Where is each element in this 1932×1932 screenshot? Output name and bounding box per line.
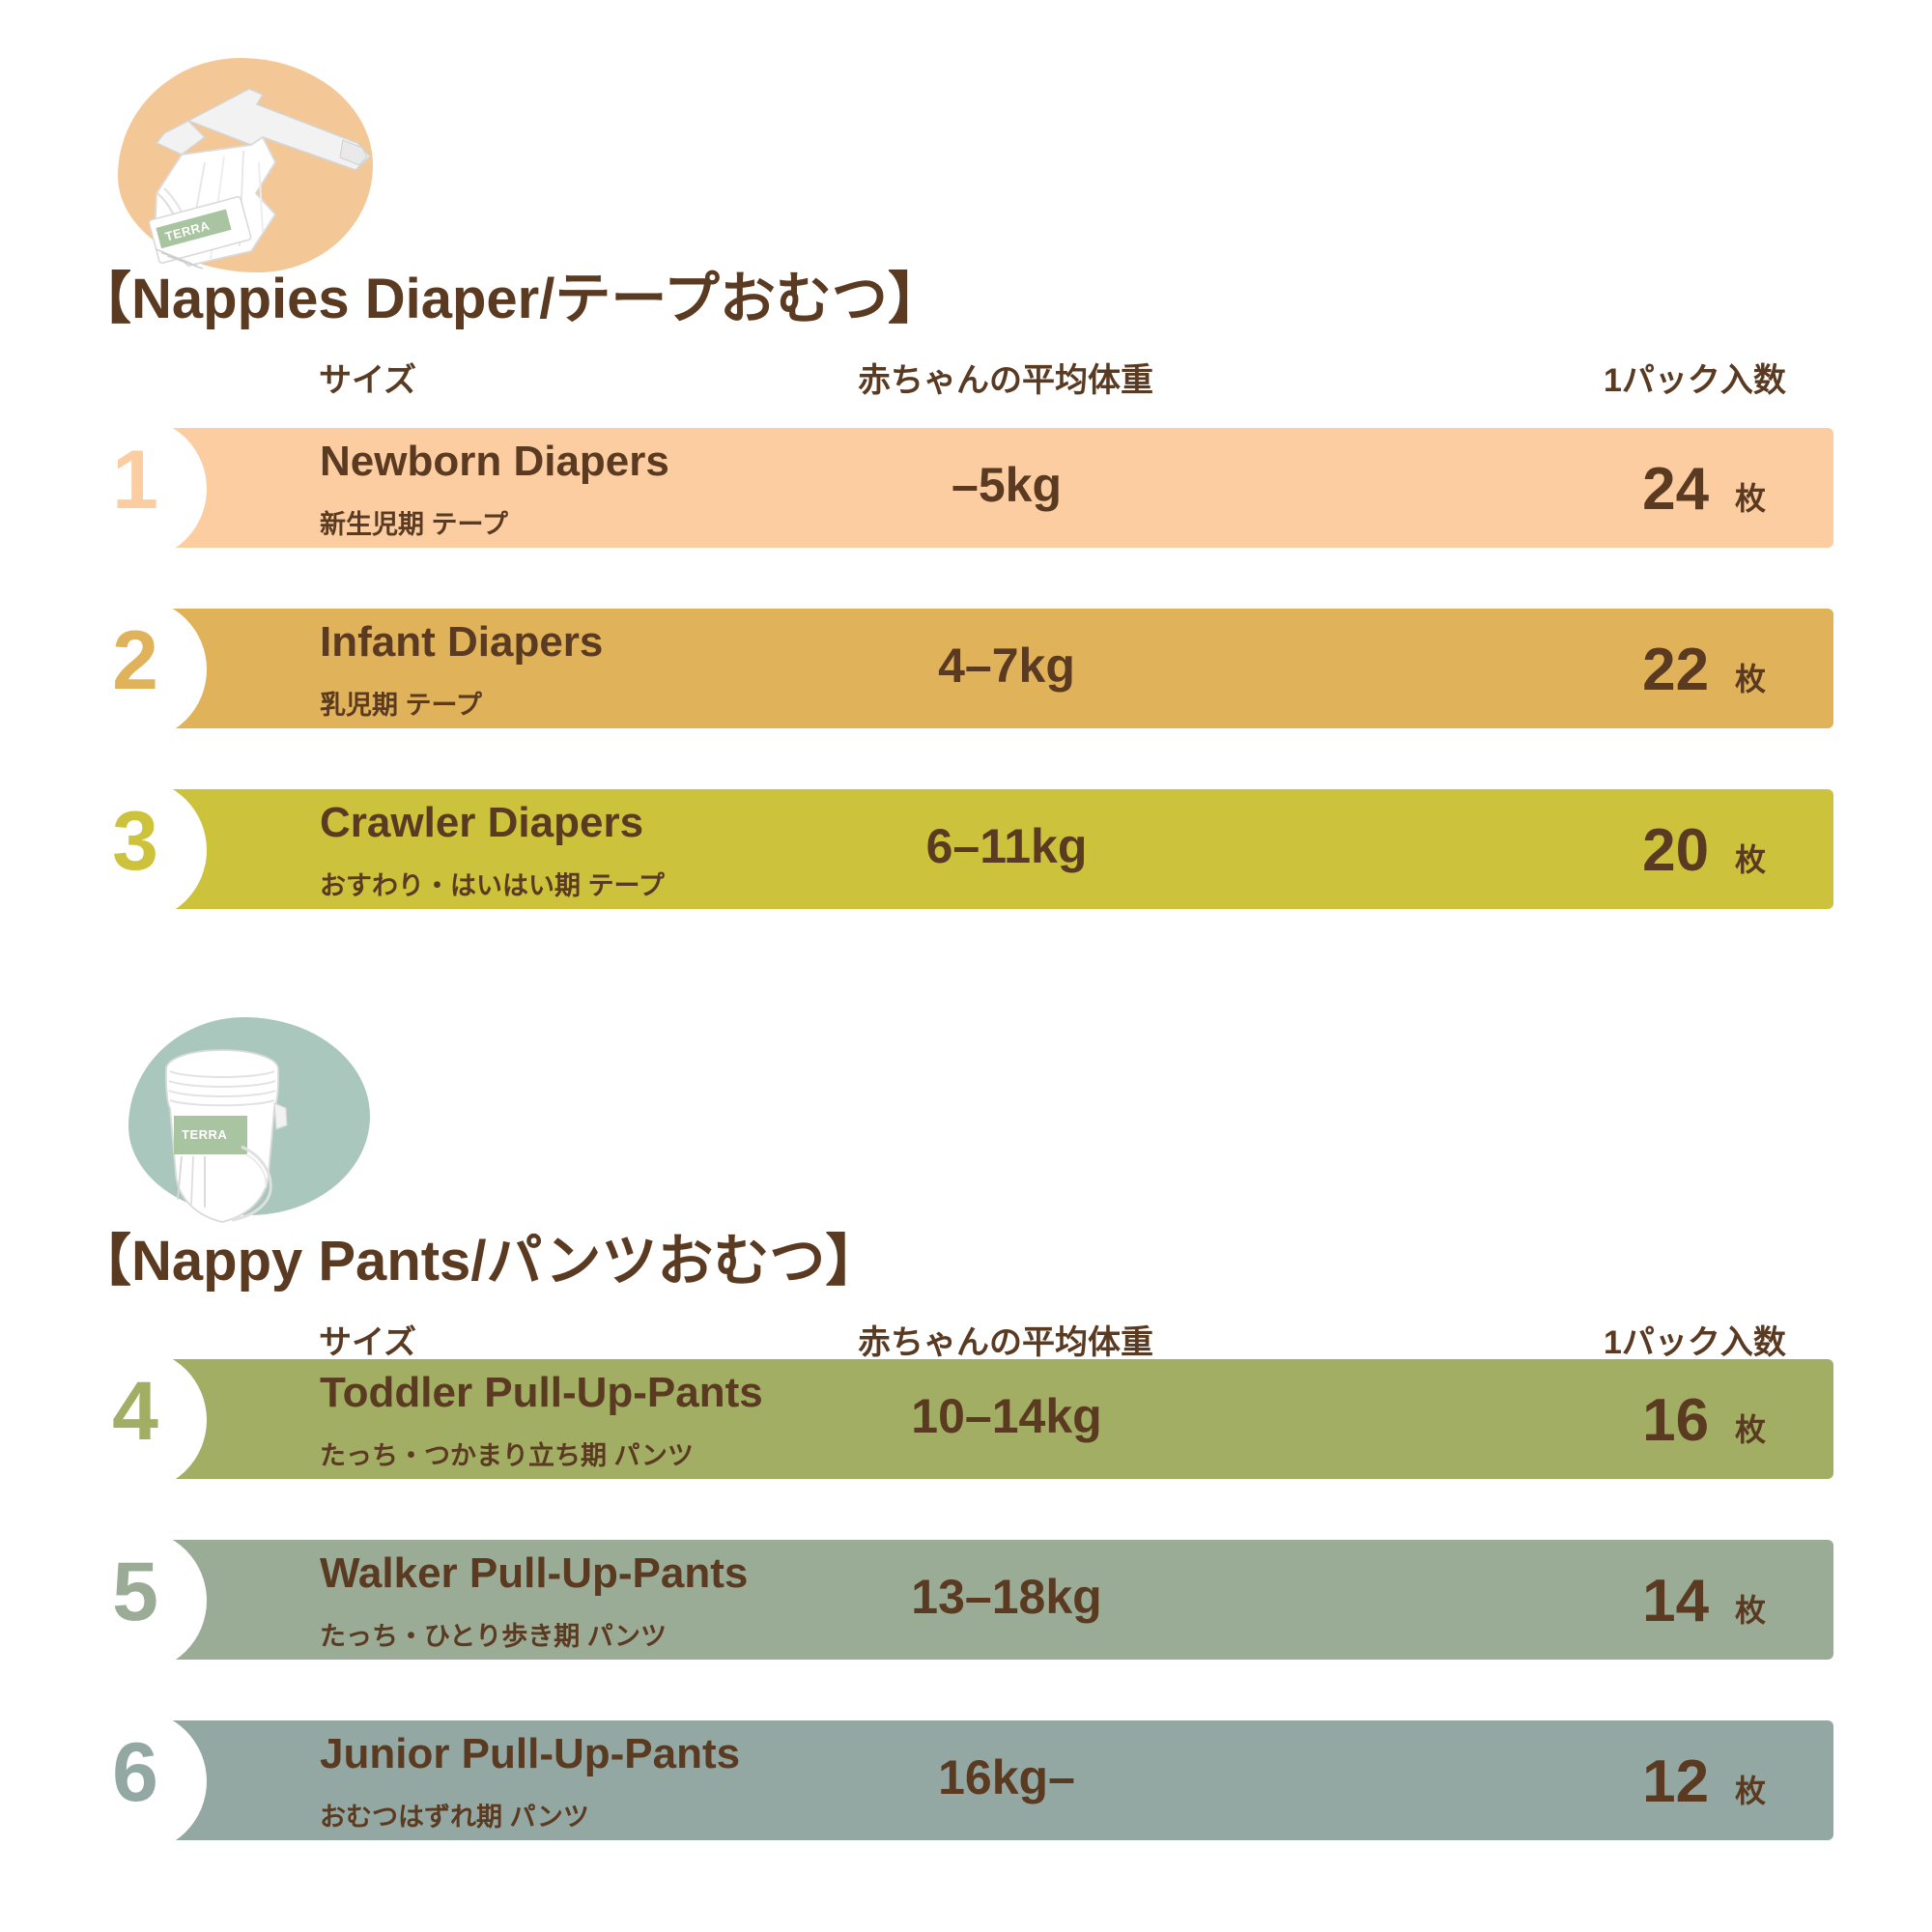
svg-text:TERRA: TERRA [182, 1127, 227, 1142]
